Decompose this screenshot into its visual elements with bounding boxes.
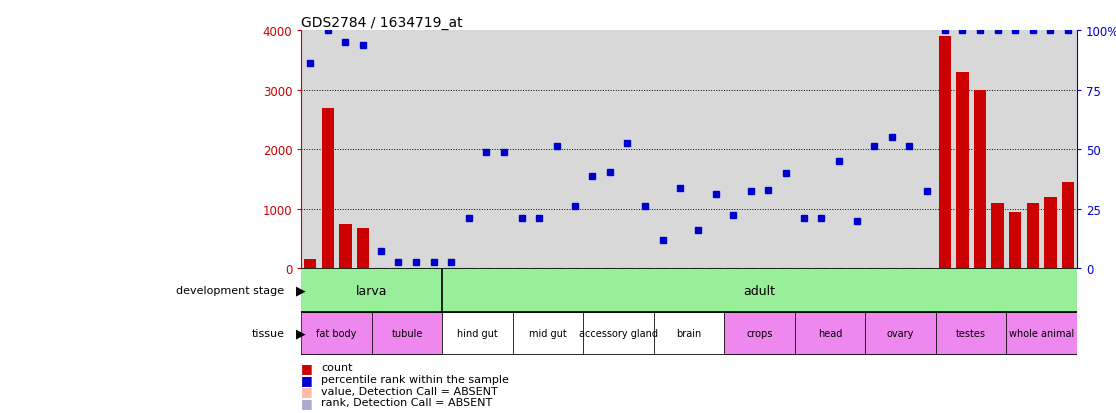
Bar [445, 267, 458, 269]
Text: count: count [321, 363, 353, 373]
Bar [533, 267, 546, 269]
Text: ▶: ▶ [296, 284, 306, 297]
Bar [410, 267, 422, 269]
Text: larva: larva [356, 284, 387, 297]
Bar [498, 267, 510, 269]
Bar [304, 260, 316, 269]
Bar [321, 108, 334, 269]
Text: ■: ■ [301, 373, 314, 386]
Bar [674, 267, 686, 269]
Bar [584, 312, 654, 355]
Bar [744, 267, 757, 269]
Bar [357, 228, 369, 269]
Bar [936, 312, 1007, 355]
Bar [442, 312, 513, 355]
Bar [638, 267, 652, 269]
Bar [339, 224, 352, 269]
Bar [427, 267, 440, 269]
Bar [780, 267, 792, 269]
Bar [480, 267, 492, 269]
Bar [710, 267, 722, 269]
Text: rank, Detection Call = ABSENT: rank, Detection Call = ABSENT [321, 397, 492, 407]
Bar [604, 267, 616, 269]
Text: value, Detection Call = ABSENT: value, Detection Call = ABSENT [321, 386, 498, 396]
Bar [463, 267, 475, 269]
Bar [833, 267, 845, 269]
Bar [991, 203, 1003, 269]
Text: ■: ■ [301, 396, 314, 409]
Text: ■: ■ [301, 361, 314, 374]
Bar [692, 267, 704, 269]
Bar [903, 267, 915, 269]
Bar [513, 312, 584, 355]
Text: crops: crops [747, 329, 772, 339]
Bar [724, 312, 795, 355]
Bar [868, 267, 881, 269]
Bar [974, 90, 987, 269]
Text: GDS2784 / 1634719_at: GDS2784 / 1634719_at [301, 16, 463, 30]
Bar [301, 312, 372, 355]
Text: development stage: development stage [176, 285, 285, 295]
Bar [568, 267, 580, 269]
Bar [727, 267, 740, 269]
Text: ■: ■ [301, 384, 314, 397]
Bar [795, 312, 865, 355]
Text: hind gut: hind gut [458, 329, 498, 339]
Bar [865, 312, 936, 355]
Text: mid gut: mid gut [529, 329, 567, 339]
Bar [1027, 203, 1039, 269]
Bar [1045, 197, 1057, 269]
Text: percentile rank within the sample: percentile rank within the sample [321, 374, 509, 384]
Bar [656, 267, 668, 269]
Bar [1062, 183, 1075, 269]
Bar [1009, 212, 1021, 269]
Text: accessory gland: accessory gland [579, 329, 658, 339]
Text: testes: testes [956, 329, 987, 339]
Bar [1007, 312, 1077, 355]
Bar [850, 267, 863, 269]
Bar [798, 267, 810, 269]
Text: brain: brain [676, 329, 702, 339]
Bar [956, 73, 969, 269]
Bar [372, 312, 442, 355]
Text: adult: adult [743, 284, 776, 297]
Bar [939, 37, 951, 269]
Text: ▶: ▶ [296, 327, 306, 340]
Text: fat body: fat body [317, 329, 357, 339]
Bar [886, 267, 898, 269]
Bar [762, 267, 775, 269]
Bar [392, 267, 404, 269]
Text: ovary: ovary [887, 329, 914, 339]
Bar [921, 267, 933, 269]
Bar [551, 267, 564, 269]
Bar [815, 267, 827, 269]
Bar [654, 312, 724, 355]
Text: tissue: tissue [251, 329, 285, 339]
Bar [516, 267, 528, 269]
Bar [586, 267, 598, 269]
Bar [375, 267, 387, 269]
Bar [622, 267, 634, 269]
Text: head: head [818, 329, 843, 339]
Text: tubule: tubule [392, 329, 423, 339]
Text: whole animal: whole animal [1009, 329, 1075, 339]
